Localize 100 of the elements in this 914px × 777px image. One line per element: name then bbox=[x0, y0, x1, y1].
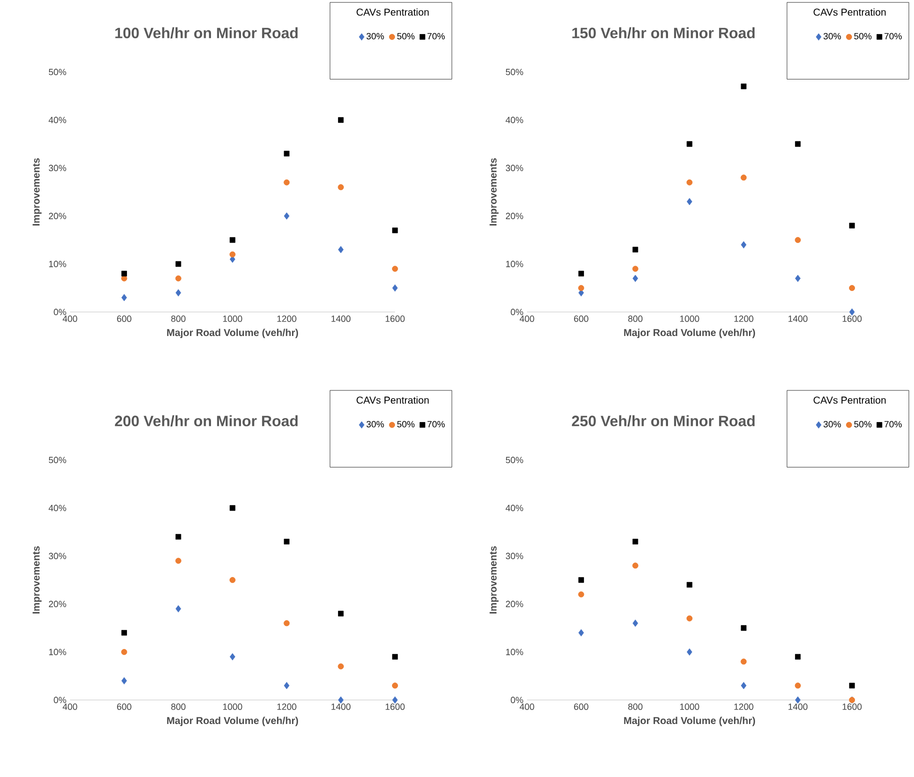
point bbox=[740, 682, 746, 690]
point bbox=[740, 174, 747, 181]
legend-label: 30% bbox=[366, 32, 384, 40]
y-tick-label: 0% bbox=[54, 696, 66, 704]
y-tick-label: 10% bbox=[506, 260, 524, 268]
point bbox=[794, 236, 801, 243]
x-axis-title: Major Road Volume (veh/hr) bbox=[167, 716, 298, 726]
point bbox=[392, 682, 398, 689]
point bbox=[740, 625, 746, 631]
legend-label: 70% bbox=[884, 32, 902, 40]
point bbox=[230, 576, 236, 583]
point bbox=[740, 84, 746, 90]
point bbox=[338, 696, 344, 704]
point bbox=[175, 275, 182, 282]
point bbox=[392, 228, 398, 234]
x-tick-label: 600 bbox=[574, 316, 588, 322]
point bbox=[284, 150, 290, 156]
legend-label: 50% bbox=[397, 32, 415, 40]
point bbox=[392, 654, 398, 660]
x-tick-label: 1000 bbox=[680, 316, 700, 322]
point bbox=[686, 615, 692, 622]
point bbox=[632, 538, 638, 544]
x-tick-label: 1200 bbox=[734, 704, 754, 710]
legend-label: 30% bbox=[824, 420, 841, 428]
point bbox=[230, 653, 236, 660]
y-tick-label: 40% bbox=[48, 504, 66, 512]
y-tick-label: 50% bbox=[48, 456, 66, 464]
chart-title: 200 Veh/hr on Minor Road bbox=[114, 415, 298, 426]
y-tick-label: 20% bbox=[48, 600, 66, 608]
legend-title: CAVs Pentration bbox=[814, 8, 886, 16]
x-tick-label: 600 bbox=[117, 316, 132, 322]
x-tick-label: 400 bbox=[520, 704, 534, 710]
x-tick-label: 800 bbox=[628, 704, 642, 710]
point bbox=[794, 682, 801, 689]
x-axis-title: Major Road Volume (veh/hr) bbox=[624, 716, 756, 726]
point bbox=[121, 648, 128, 655]
y-tick-label: 30% bbox=[48, 164, 66, 172]
point bbox=[284, 538, 290, 544]
x-tick-label: 1000 bbox=[223, 704, 242, 710]
point bbox=[121, 677, 127, 684]
point bbox=[795, 696, 801, 704]
point bbox=[578, 577, 584, 583]
x-tick-label: 1200 bbox=[734, 316, 754, 322]
point bbox=[795, 654, 801, 660]
x-tick-label: 1200 bbox=[277, 316, 296, 322]
point bbox=[849, 682, 855, 688]
y-tick-label: 20% bbox=[48, 212, 66, 220]
point bbox=[578, 591, 584, 598]
y-tick-label: 30% bbox=[506, 552, 524, 560]
point bbox=[795, 141, 801, 147]
y-axis-title: Improvements bbox=[490, 546, 499, 614]
point bbox=[686, 179, 692, 186]
x-tick-label: 1200 bbox=[277, 704, 296, 710]
point bbox=[578, 270, 584, 276]
legend-title: CAVs Pentration bbox=[814, 396, 886, 404]
point bbox=[392, 266, 398, 272]
y-tick-label: 0% bbox=[510, 308, 524, 316]
x-tick-label: 1600 bbox=[386, 316, 405, 322]
point bbox=[121, 294, 127, 302]
x-tick-label: 1000 bbox=[223, 316, 242, 322]
y-tick-label: 0% bbox=[510, 696, 524, 704]
x-tick-label: 1400 bbox=[332, 704, 350, 710]
x-tick-label: 800 bbox=[628, 316, 642, 322]
y-tick-label: 50% bbox=[506, 68, 524, 76]
point bbox=[392, 284, 398, 292]
legend-label: 30% bbox=[366, 420, 384, 428]
x-tick-label: 1400 bbox=[332, 316, 350, 322]
point bbox=[338, 117, 344, 123]
x-tick-label: 400 bbox=[62, 316, 78, 322]
x-tick-label: 1600 bbox=[842, 316, 862, 322]
point bbox=[686, 648, 692, 656]
x-tick-label: 800 bbox=[171, 704, 186, 710]
y-tick-label: 50% bbox=[48, 68, 66, 76]
legend-label: 30% bbox=[824, 32, 841, 40]
point bbox=[795, 274, 801, 282]
point bbox=[284, 179, 290, 186]
y-tick-label: 10% bbox=[49, 648, 66, 656]
legend-title: CAVs Pentration bbox=[356, 396, 429, 404]
point bbox=[175, 558, 182, 564]
point bbox=[632, 266, 638, 272]
point bbox=[849, 308, 855, 316]
point bbox=[740, 241, 746, 248]
point bbox=[686, 141, 692, 147]
point bbox=[176, 289, 182, 296]
point bbox=[686, 582, 692, 588]
point bbox=[632, 246, 638, 252]
y-tick-label: 0% bbox=[54, 308, 66, 316]
point bbox=[230, 251, 236, 258]
point bbox=[632, 274, 638, 282]
y-tick-label: 40% bbox=[506, 504, 524, 512]
x-tick-label: 600 bbox=[574, 704, 588, 710]
y-tick-label: 20% bbox=[506, 600, 524, 608]
point bbox=[176, 534, 182, 540]
point bbox=[176, 605, 182, 612]
y-tick-label: 30% bbox=[506, 164, 524, 172]
legend-label: 50% bbox=[397, 420, 415, 428]
point bbox=[849, 222, 855, 228]
point bbox=[284, 620, 290, 626]
legend-label: 50% bbox=[854, 32, 872, 40]
legend-label: 70% bbox=[884, 420, 902, 428]
